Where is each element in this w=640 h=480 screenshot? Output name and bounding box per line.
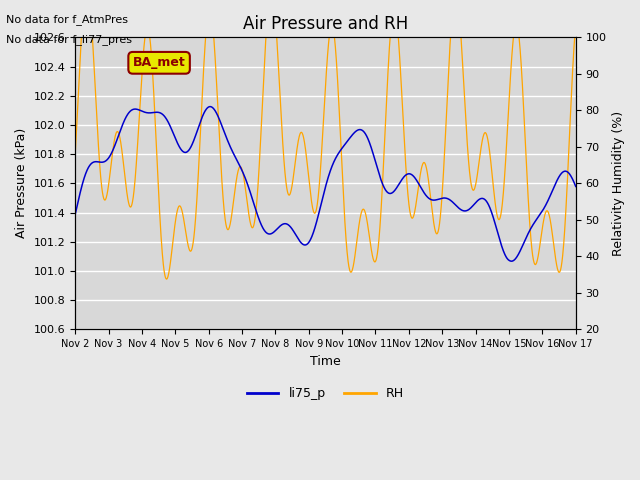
Text: BA_met: BA_met bbox=[132, 56, 186, 69]
Y-axis label: Relativity Humidity (%): Relativity Humidity (%) bbox=[612, 111, 625, 256]
Y-axis label: Air Pressure (kPa): Air Pressure (kPa) bbox=[15, 128, 28, 239]
X-axis label: Time: Time bbox=[310, 355, 341, 368]
Text: No data for f_AtmPres: No data for f_AtmPres bbox=[6, 14, 129, 25]
Text: No data for f_li77_pres: No data for f_li77_pres bbox=[6, 34, 132, 45]
Legend: li75_p, RH: li75_p, RH bbox=[242, 382, 409, 405]
Title: Air Pressure and RH: Air Pressure and RH bbox=[243, 15, 408, 33]
